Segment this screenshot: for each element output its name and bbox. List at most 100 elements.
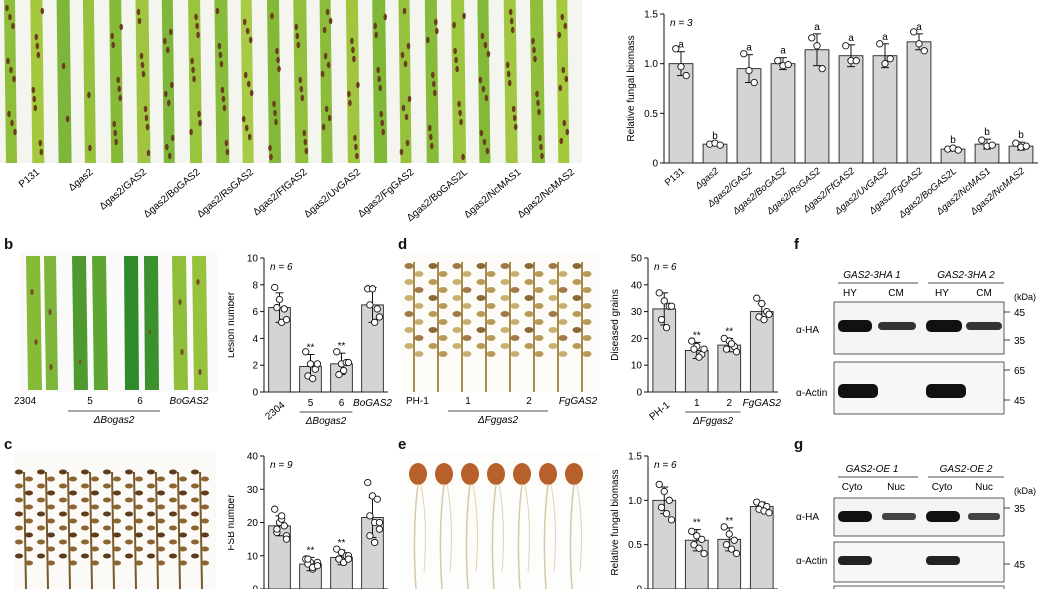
lesion — [426, 36, 430, 44]
a-photo-label: Δgas2/RsGAS2 — [195, 167, 256, 221]
spikelet — [191, 483, 199, 489]
spikelet — [15, 511, 23, 517]
d-photo-label-0: PH-1 — [406, 396, 429, 407]
spikelet — [524, 263, 534, 269]
spikelet — [524, 327, 534, 333]
lesion — [383, 13, 388, 21]
spikelet — [500, 263, 510, 269]
spikelet — [428, 311, 438, 317]
blot-f-group2: GAS2-3HA 2 — [937, 270, 995, 281]
data-point — [309, 374, 317, 383]
lesion — [33, 104, 38, 112]
data-point — [682, 71, 690, 80]
lesion — [272, 100, 276, 108]
lesion — [455, 65, 459, 73]
spikelet — [169, 553, 177, 559]
data-point — [915, 40, 923, 48]
spikelet — [572, 263, 582, 269]
lesion — [484, 94, 489, 102]
lesion — [245, 27, 250, 35]
panel-d-photo — [402, 252, 600, 392]
spikelet — [169, 469, 177, 475]
b-photo-label-1: 5 — [87, 396, 93, 407]
lesion — [215, 7, 220, 15]
blot-f-marker2-1: 45 — [1014, 396, 1026, 407]
lesion — [111, 41, 115, 49]
data-point — [366, 301, 374, 309]
spikelet — [582, 287, 592, 293]
spikelet — [582, 303, 592, 309]
lesion — [146, 149, 151, 157]
spikelet — [500, 327, 510, 333]
spikelet — [147, 539, 155, 545]
spikelet — [558, 319, 568, 325]
data-point — [280, 305, 288, 313]
spikelet — [147, 469, 155, 475]
significance-label: b — [712, 131, 718, 142]
lesion — [564, 75, 569, 83]
spikelet — [15, 525, 23, 531]
spikelet — [548, 279, 558, 285]
spikelet — [476, 311, 486, 317]
x-tick-label: 1 — [694, 398, 700, 409]
spikelet — [524, 343, 534, 349]
lesion — [143, 105, 148, 113]
spikelet — [476, 295, 486, 301]
spikelet — [462, 271, 472, 277]
spikelet — [69, 560, 77, 566]
lesion — [480, 32, 485, 40]
spikelet — [452, 327, 462, 333]
lesion — [11, 22, 15, 30]
root — [524, 483, 530, 573]
lesion — [563, 22, 568, 30]
spikelet — [534, 351, 544, 357]
a-photo-label: Δgas2/GAS2 — [98, 167, 150, 213]
spikelet — [524, 279, 534, 285]
spikelet — [169, 483, 177, 489]
significance-label: a — [916, 22, 922, 33]
blot-f-row1: α-HA — [796, 325, 819, 336]
significance-label: ** — [338, 341, 346, 352]
data-point — [366, 512, 374, 520]
data-point — [304, 555, 312, 563]
y-tick-label: 1.0 — [628, 496, 642, 507]
lesion — [403, 60, 408, 68]
data-point — [313, 360, 322, 368]
lesion — [536, 99, 540, 107]
root — [472, 483, 478, 573]
panel-d-photo-labels: PH-1 1 2 FgGAS2 ΔFggas2 — [406, 396, 598, 426]
blot-f-lane-0: HY — [843, 288, 857, 299]
panel-b-photo-labels: 2304 5 6 BoGAS2 ΔBogas2 — [14, 396, 209, 426]
spikelet — [428, 327, 438, 333]
spikelet — [510, 271, 520, 277]
lesion — [405, 139, 410, 147]
spikelet — [201, 490, 209, 496]
lesion — [273, 109, 277, 117]
leaf — [345, 0, 360, 163]
data-point — [677, 62, 685, 71]
d-photo-group: ΔFggas2 — [477, 415, 519, 426]
blot-g-group2: GAS2-OE 2 — [940, 464, 993, 475]
spike-stem — [155, 471, 159, 590]
panel-label-d: d — [398, 236, 408, 253]
spikelet — [548, 311, 558, 317]
lesion — [430, 142, 434, 150]
lesion — [113, 129, 117, 137]
root — [446, 483, 452, 573]
data-point — [695, 353, 703, 361]
spike-stem — [89, 471, 93, 590]
lesion — [40, 7, 45, 15]
spikelet — [25, 560, 33, 566]
spikelet — [548, 343, 558, 349]
lesion — [478, 76, 483, 84]
data-point — [745, 66, 753, 75]
lesion — [323, 52, 328, 60]
spikelet — [558, 335, 568, 341]
spikelet — [147, 483, 155, 489]
spikelet — [510, 319, 520, 325]
y-tick-label: 6 — [252, 307, 258, 318]
lesion — [353, 134, 357, 142]
spikelet — [103, 469, 111, 475]
spike-stem — [111, 471, 115, 590]
data-point — [302, 348, 310, 356]
